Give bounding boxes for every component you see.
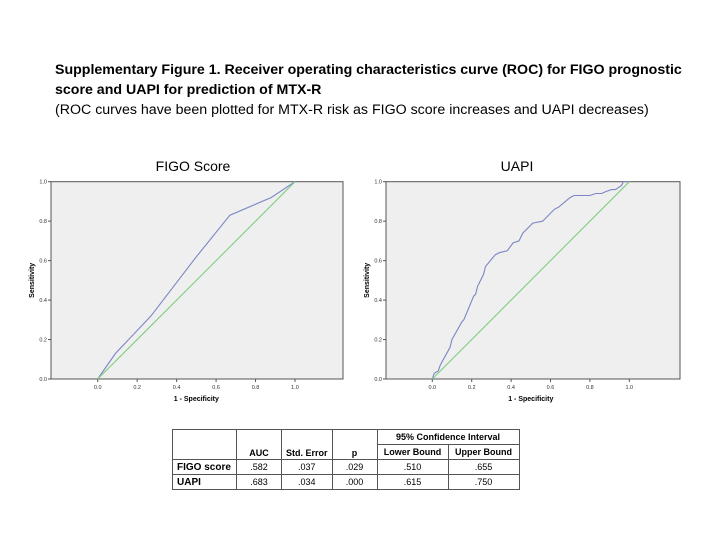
- chart-title: FIGO Score: [156, 158, 231, 174]
- y-axis-label: Sensitivity: [29, 263, 36, 298]
- col-ci: 95% Confidence Interval: [376, 429, 520, 445]
- reference-line: [431, 181, 630, 380]
- x-tick-label: 0.8: [252, 385, 260, 391]
- row-label: FIGO score: [172, 459, 237, 475]
- auc-table: AUC Std. Error p 95% Confidence Interval…: [172, 429, 520, 490]
- x-tick-label: 0.2: [468, 385, 476, 391]
- y-tick-label: 0.2: [39, 338, 47, 344]
- cell: .582: [236, 459, 282, 475]
- x-axis-label: 1 - Specificity: [508, 396, 553, 403]
- col-lower: Lower Bound: [376, 444, 449, 460]
- y-tick-label: 1.0: [39, 180, 47, 186]
- x-tick-label: 0.6: [547, 385, 555, 391]
- x-tick-label: 0.0: [94, 385, 102, 391]
- y-tick-label: 0.6: [39, 259, 47, 265]
- roc-curve: [431, 181, 630, 380]
- cell: .683: [236, 474, 282, 490]
- y-tick-label: 0.8: [374, 219, 382, 225]
- x-tick-label: 0.4: [173, 385, 181, 391]
- cell: .615: [376, 474, 449, 490]
- roc-curve: [97, 181, 296, 380]
- x-axis-label: 1 - Specificity: [174, 396, 219, 403]
- y-tick-label: 0.8: [39, 219, 47, 225]
- y-tick-label: 0.2: [374, 338, 382, 344]
- x-tick-label: 1.0: [291, 385, 299, 391]
- y-tick-label: 0.6: [374, 259, 382, 265]
- col-auc: AUC: [236, 429, 282, 460]
- y-tick-label: 0.0: [39, 377, 47, 383]
- x-tick-label: 0.8: [586, 385, 594, 391]
- col-upper: Upper Bound: [447, 444, 520, 460]
- y-tick-label: 1.0: [374, 180, 382, 186]
- row-label: UAPI: [172, 474, 237, 490]
- x-tick-label: 1.0: [625, 385, 633, 391]
- y-tick-label: 0.4: [374, 298, 382, 304]
- corner-cell: [172, 429, 237, 460]
- x-tick-label: 0.0: [428, 385, 436, 391]
- caption-subtitle: (ROC curves have been plotted for MTX-R …: [55, 102, 649, 118]
- caption-title: Supplementary Figure 1. Receiver operati…: [55, 62, 682, 98]
- cell: .037: [281, 459, 333, 475]
- x-tick-label: 0.2: [133, 385, 141, 391]
- col-se: Std. Error: [281, 429, 333, 460]
- plot-area: [385, 181, 681, 380]
- cell: .655: [447, 459, 520, 475]
- x-tick-label: 0.4: [507, 385, 515, 391]
- cell: .029: [331, 459, 378, 475]
- figure-caption: Supplementary Figure 1. Receiver operati…: [55, 60, 705, 120]
- cell: .000: [331, 474, 378, 490]
- cell: .510: [376, 459, 449, 475]
- y-tick-label: 0.0: [374, 377, 382, 383]
- table-row: FIGO score .582 .037 .029 .510 .655: [172, 459, 520, 475]
- chart-title: UAPI: [501, 158, 534, 174]
- reference-line: [97, 181, 296, 380]
- y-tick-label: 0.4: [39, 298, 47, 304]
- cell: .034: [281, 474, 333, 490]
- x-tick-label: 0.6: [212, 385, 220, 391]
- cell: .750: [447, 474, 520, 490]
- col-p: p: [331, 429, 378, 460]
- table-row: UAPI .683 .034 .000 .615 .750: [172, 474, 520, 490]
- y-axis-label: Sensitivity: [364, 263, 371, 298]
